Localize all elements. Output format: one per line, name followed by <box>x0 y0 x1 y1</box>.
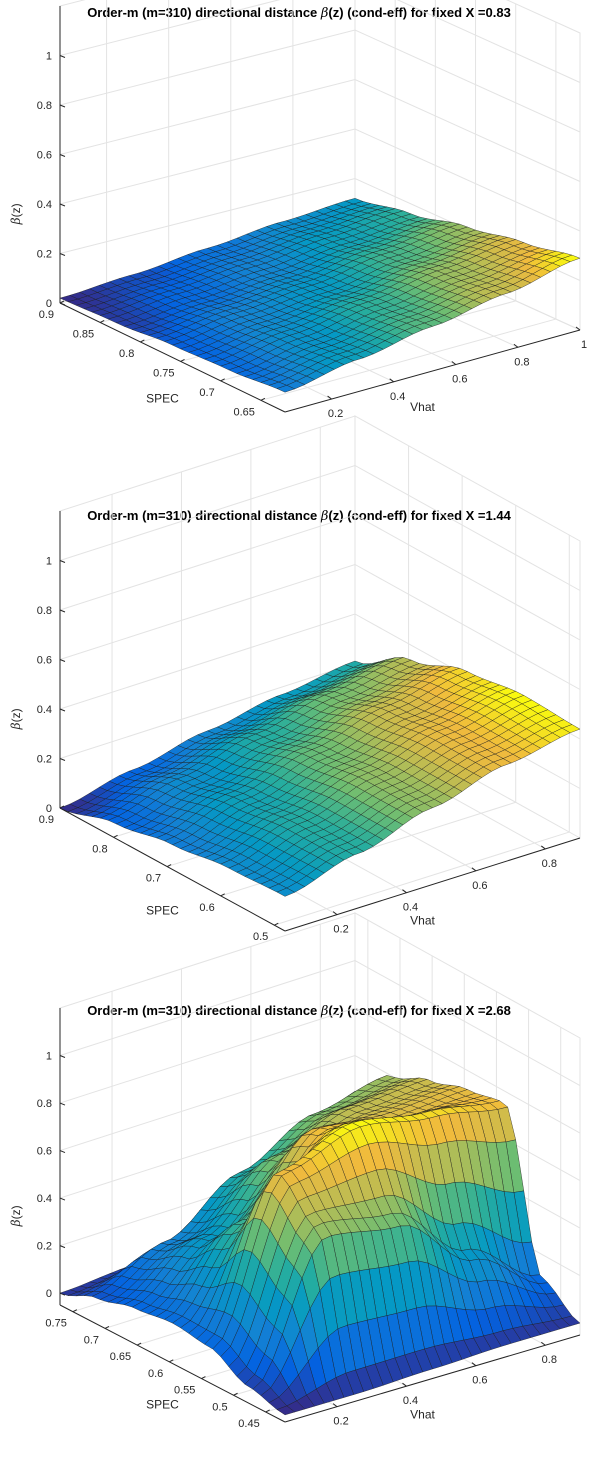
z-tick-label: 0.6 <box>37 1146 52 1158</box>
chart-title-prefix: Order-m (m=310) directional distance <box>87 5 321 20</box>
spec-axis-label: SPEC <box>146 1398 179 1412</box>
spec-tick-label: 0.45 <box>238 1418 259 1430</box>
vhat-axis-label: Vhat <box>410 400 435 414</box>
vhat-axis-label: Vhat <box>410 914 435 928</box>
chart-panel-2: Order-m (m=310) directional distance β(z… <box>0 415 598 963</box>
spec-tick-label: 0.65 <box>110 1351 131 1363</box>
axes <box>59 1008 581 1423</box>
z-tick-label: 1 <box>46 51 52 63</box>
spec-tick-label: 0.5 <box>212 1401 227 1413</box>
vhat-tick-label: 0.4 <box>403 1395 418 1407</box>
vhat-axis <box>284 837 581 932</box>
z-tick-label: 0 <box>46 1288 52 1300</box>
chart-title-symbol: β <box>320 509 329 524</box>
spec-axis <box>59 807 286 932</box>
chart-title: Order-m (m=310) directional distance β(z… <box>0 1003 598 1019</box>
vhat-tick-label: 0.2 <box>333 924 348 936</box>
spec-tick-label: 0.6 <box>148 1368 163 1380</box>
vhat-tick-label: 0.2 <box>328 408 343 420</box>
spec-axis <box>59 302 286 413</box>
chart-panel-3: Order-m (m=310) directional distance β(z… <box>0 912 598 1463</box>
spec-tick-label: 0.7 <box>146 873 161 885</box>
z-tick-label: 0.2 <box>37 1241 52 1253</box>
z-tick-label: 1 <box>46 1051 52 1063</box>
vhat-tick-label: 0.8 <box>514 356 529 368</box>
spec-axis-label: SPEC <box>146 904 179 918</box>
vhat-tick-label: 0.8 <box>542 1354 557 1366</box>
z-tick-label: 0.6 <box>37 150 52 162</box>
tick-labels: 0 0.2 0.4 0.6 0.8 1 0.65 0.7 0.75 0.8 0.85 0.9 0.2 0.… <box>37 51 587 421</box>
chart-title-suffix: (z) (cond-eff) for fixed X =1.44 <box>328 508 511 523</box>
vhat-tick-label: 0.6 <box>472 880 487 892</box>
z-tick-label: 0.2 <box>37 249 52 261</box>
chart-title-prefix: Order-m (m=310) directional distance <box>87 1003 321 1018</box>
surface <box>59 657 581 897</box>
vhat-axis-label: Vhat <box>410 1408 435 1422</box>
vhat-tick-label: 0.4 <box>403 902 418 914</box>
z-axis-label: β(z) <box>9 203 23 225</box>
spec-tick-label: 0.5 <box>253 931 268 943</box>
z-tick-label: 0.2 <box>37 754 52 766</box>
chart-title-suffix: (z) (cond-eff) for fixed X =2.68 <box>328 1003 511 1018</box>
chart-title-suffix: (z) (cond-eff) for fixed X =0.83 <box>328 5 511 20</box>
z-tick-label: 0.4 <box>37 1193 52 1205</box>
spec-tick-label: 0.75 <box>45 1318 66 1330</box>
spec-tick-label: 0.6 <box>199 902 214 914</box>
tick-labels: 0 0.2 0.4 0.6 0.8 1 0.5 0.6 0.7 0.8 0.9 0.2 0.4 0.6 0.… <box>37 556 557 944</box>
spec-tick-label: 0.75 <box>153 367 174 379</box>
spec-axis <box>59 1304 286 1423</box>
vhat-axis <box>284 1334 581 1423</box>
z-tick-label: 0.8 <box>37 100 52 112</box>
vhat-tick-label: 0.8 <box>542 858 557 870</box>
spec-axis-label: SPEC <box>146 392 179 406</box>
spec-tick-label: 0.8 <box>119 348 134 360</box>
spec-tick-label: 0.55 <box>174 1385 195 1397</box>
surface-plot: 0 0.2 0.4 0.6 0.8 1 0.5 0.6 0.7 0.8 0.9 0.2 0.4 0.6 0.… <box>9 415 581 944</box>
vhat-tick-label: 0.6 <box>472 1375 487 1387</box>
z-tick-label: 0.4 <box>37 704 52 716</box>
spec-tick-label: 0.85 <box>73 328 94 340</box>
z-tick-label: 0.4 <box>37 199 52 211</box>
surface <box>59 1075 581 1416</box>
spec-tick-label: 0.9 <box>39 814 54 826</box>
surface-patch <box>276 385 296 393</box>
z-tick-label: 0 <box>46 298 52 310</box>
spec-tick-label: 0.8 <box>92 843 107 855</box>
vhat-tick-label: 1 <box>581 339 587 351</box>
vhat-tick-label: 0.2 <box>333 1416 348 1428</box>
z-tick-label: 0.8 <box>37 605 52 617</box>
z-tick-label: 0.6 <box>37 655 52 667</box>
surface-patch <box>276 887 296 897</box>
chart-title-symbol: β <box>320 1004 329 1019</box>
spec-tick-label: 0.65 <box>233 406 254 418</box>
tick-labels: 0 0.2 0.4 0.6 0.8 1 0.45 0.5 0.55 0.6 0.65 0.7 0.75 0… <box>37 1051 557 1430</box>
chart-title-symbol: β <box>320 6 329 21</box>
vhat-tick-label: 0.6 <box>452 374 467 386</box>
z-axis-label: β(z) <box>9 1205 23 1227</box>
z-tick-label: 0 <box>46 803 52 815</box>
surface-patch <box>276 1405 296 1416</box>
chart-title-prefix: Order-m (m=310) directional distance <box>87 508 321 523</box>
spec-tick-label: 0.7 <box>199 387 214 399</box>
vhat-axis <box>284 329 581 413</box>
vhat-tick-label: 0.4 <box>390 391 405 403</box>
spec-tick-label: 0.9 <box>39 309 54 321</box>
spec-tick-label: 0.7 <box>84 1334 99 1346</box>
z-tick-label: 0.8 <box>37 1098 52 1110</box>
surface-plot: 0 0.2 0.4 0.6 0.8 1 0.65 0.7 0.75 0.8 0.85 0.9 0.2 0.… <box>9 0 587 421</box>
z-axis-label: β(z) <box>9 708 23 730</box>
surface-plot: 0 0.2 0.4 0.6 0.8 1 0.45 0.5 0.55 0.6 0.65 0.7 0.75 0… <box>9 912 581 1430</box>
surface <box>59 198 581 393</box>
chart-panel-1: Order-m (m=310) directional distance β(z… <box>0 0 598 460</box>
chart-title: Order-m (m=310) directional distance β(z… <box>0 5 598 21</box>
chart-title: Order-m (m=310) directional distance β(z… <box>0 508 598 524</box>
z-tick-label: 1 <box>46 556 52 568</box>
